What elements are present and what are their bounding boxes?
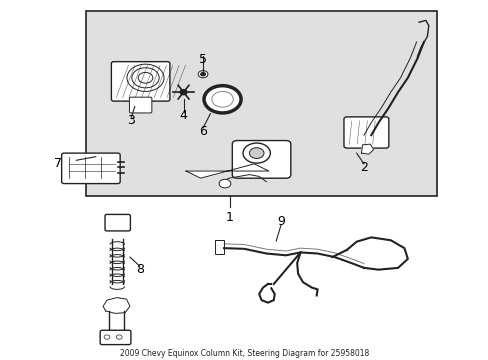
Polygon shape bbox=[361, 144, 373, 154]
FancyBboxPatch shape bbox=[61, 153, 120, 184]
Text: 6: 6 bbox=[199, 125, 206, 138]
Text: 9: 9 bbox=[277, 215, 285, 228]
Circle shape bbox=[200, 72, 205, 76]
Text: 3: 3 bbox=[127, 114, 135, 127]
Circle shape bbox=[203, 86, 241, 113]
FancyBboxPatch shape bbox=[129, 97, 152, 113]
Circle shape bbox=[198, 71, 207, 78]
Text: 7: 7 bbox=[54, 157, 62, 170]
Circle shape bbox=[116, 335, 122, 339]
Text: 8: 8 bbox=[135, 263, 143, 276]
Bar bbox=[86, 12, 436, 196]
Text: 2: 2 bbox=[359, 161, 367, 174]
Circle shape bbox=[243, 143, 270, 163]
Circle shape bbox=[249, 148, 264, 158]
Circle shape bbox=[104, 335, 110, 339]
FancyBboxPatch shape bbox=[343, 117, 388, 148]
FancyBboxPatch shape bbox=[111, 62, 169, 101]
Polygon shape bbox=[103, 298, 130, 314]
Text: 2009 Chevy Equinox Column Kit, Steering Diagram for 25958018: 2009 Chevy Equinox Column Kit, Steering … bbox=[120, 348, 368, 357]
Bar bbox=[215, 240, 224, 253]
Circle shape bbox=[180, 90, 186, 95]
FancyBboxPatch shape bbox=[105, 215, 130, 231]
Circle shape bbox=[211, 91, 233, 107]
Circle shape bbox=[219, 179, 230, 188]
FancyBboxPatch shape bbox=[232, 140, 290, 178]
Text: 5: 5 bbox=[199, 53, 206, 66]
Text: 1: 1 bbox=[225, 211, 233, 224]
Text: 4: 4 bbox=[179, 109, 187, 122]
FancyBboxPatch shape bbox=[100, 330, 131, 345]
Polygon shape bbox=[185, 164, 268, 178]
